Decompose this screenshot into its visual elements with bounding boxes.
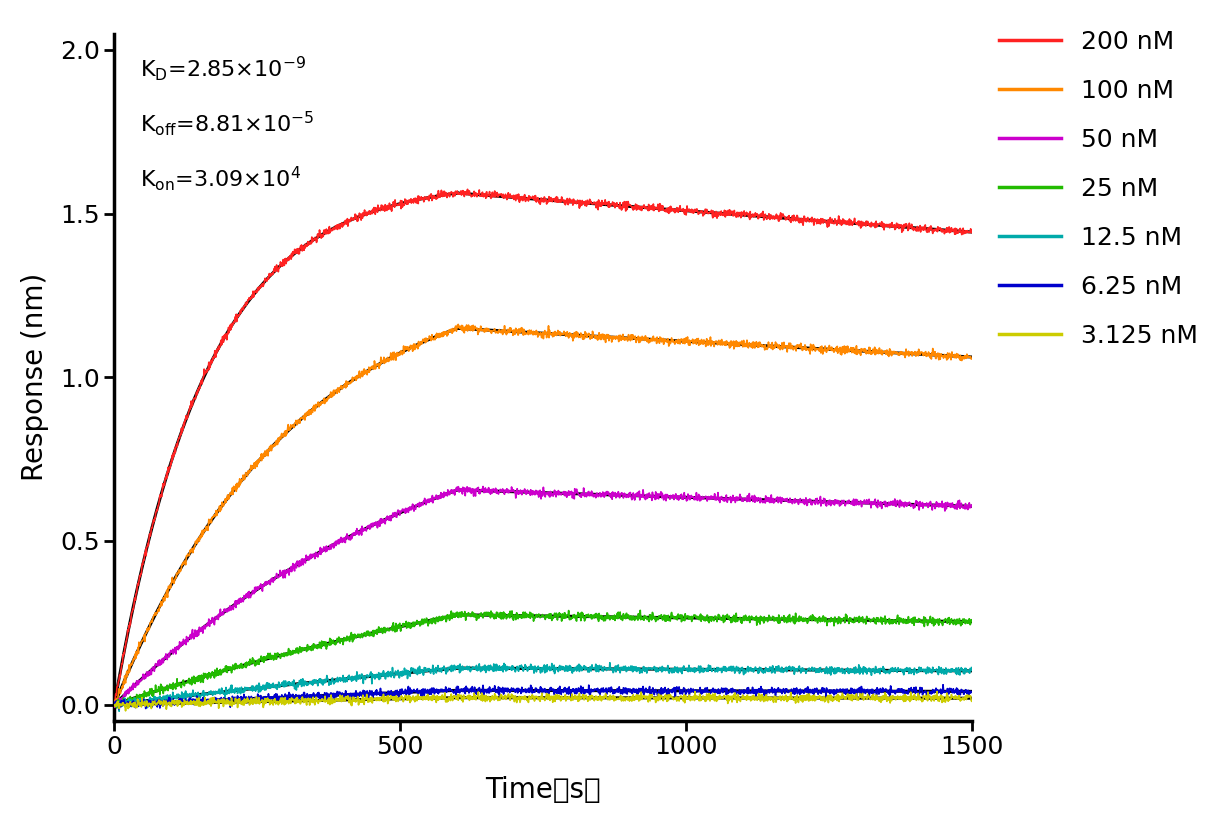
X-axis label: Time（s）: Time（s） bbox=[485, 776, 601, 804]
Y-axis label: Response (nm): Response (nm) bbox=[21, 273, 49, 481]
Legend: 200 nM, 100 nM, 50 nM, 25 nM, 12.5 nM, 6.25 nM, 3.125 nM: 200 nM, 100 nM, 50 nM, 25 nM, 12.5 nM, 6… bbox=[988, 20, 1209, 358]
Text: K$_\mathrm{on}$=3.09×10$^{4}$: K$_\mathrm{on}$=3.09×10$^{4}$ bbox=[140, 164, 302, 193]
Text: K$_\mathrm{off}$=8.81×10$^{-5}$: K$_\mathrm{off}$=8.81×10$^{-5}$ bbox=[140, 109, 314, 138]
Text: K$_\mathrm{D}$=2.85×10$^{-9}$: K$_\mathrm{D}$=2.85×10$^{-9}$ bbox=[140, 54, 307, 83]
